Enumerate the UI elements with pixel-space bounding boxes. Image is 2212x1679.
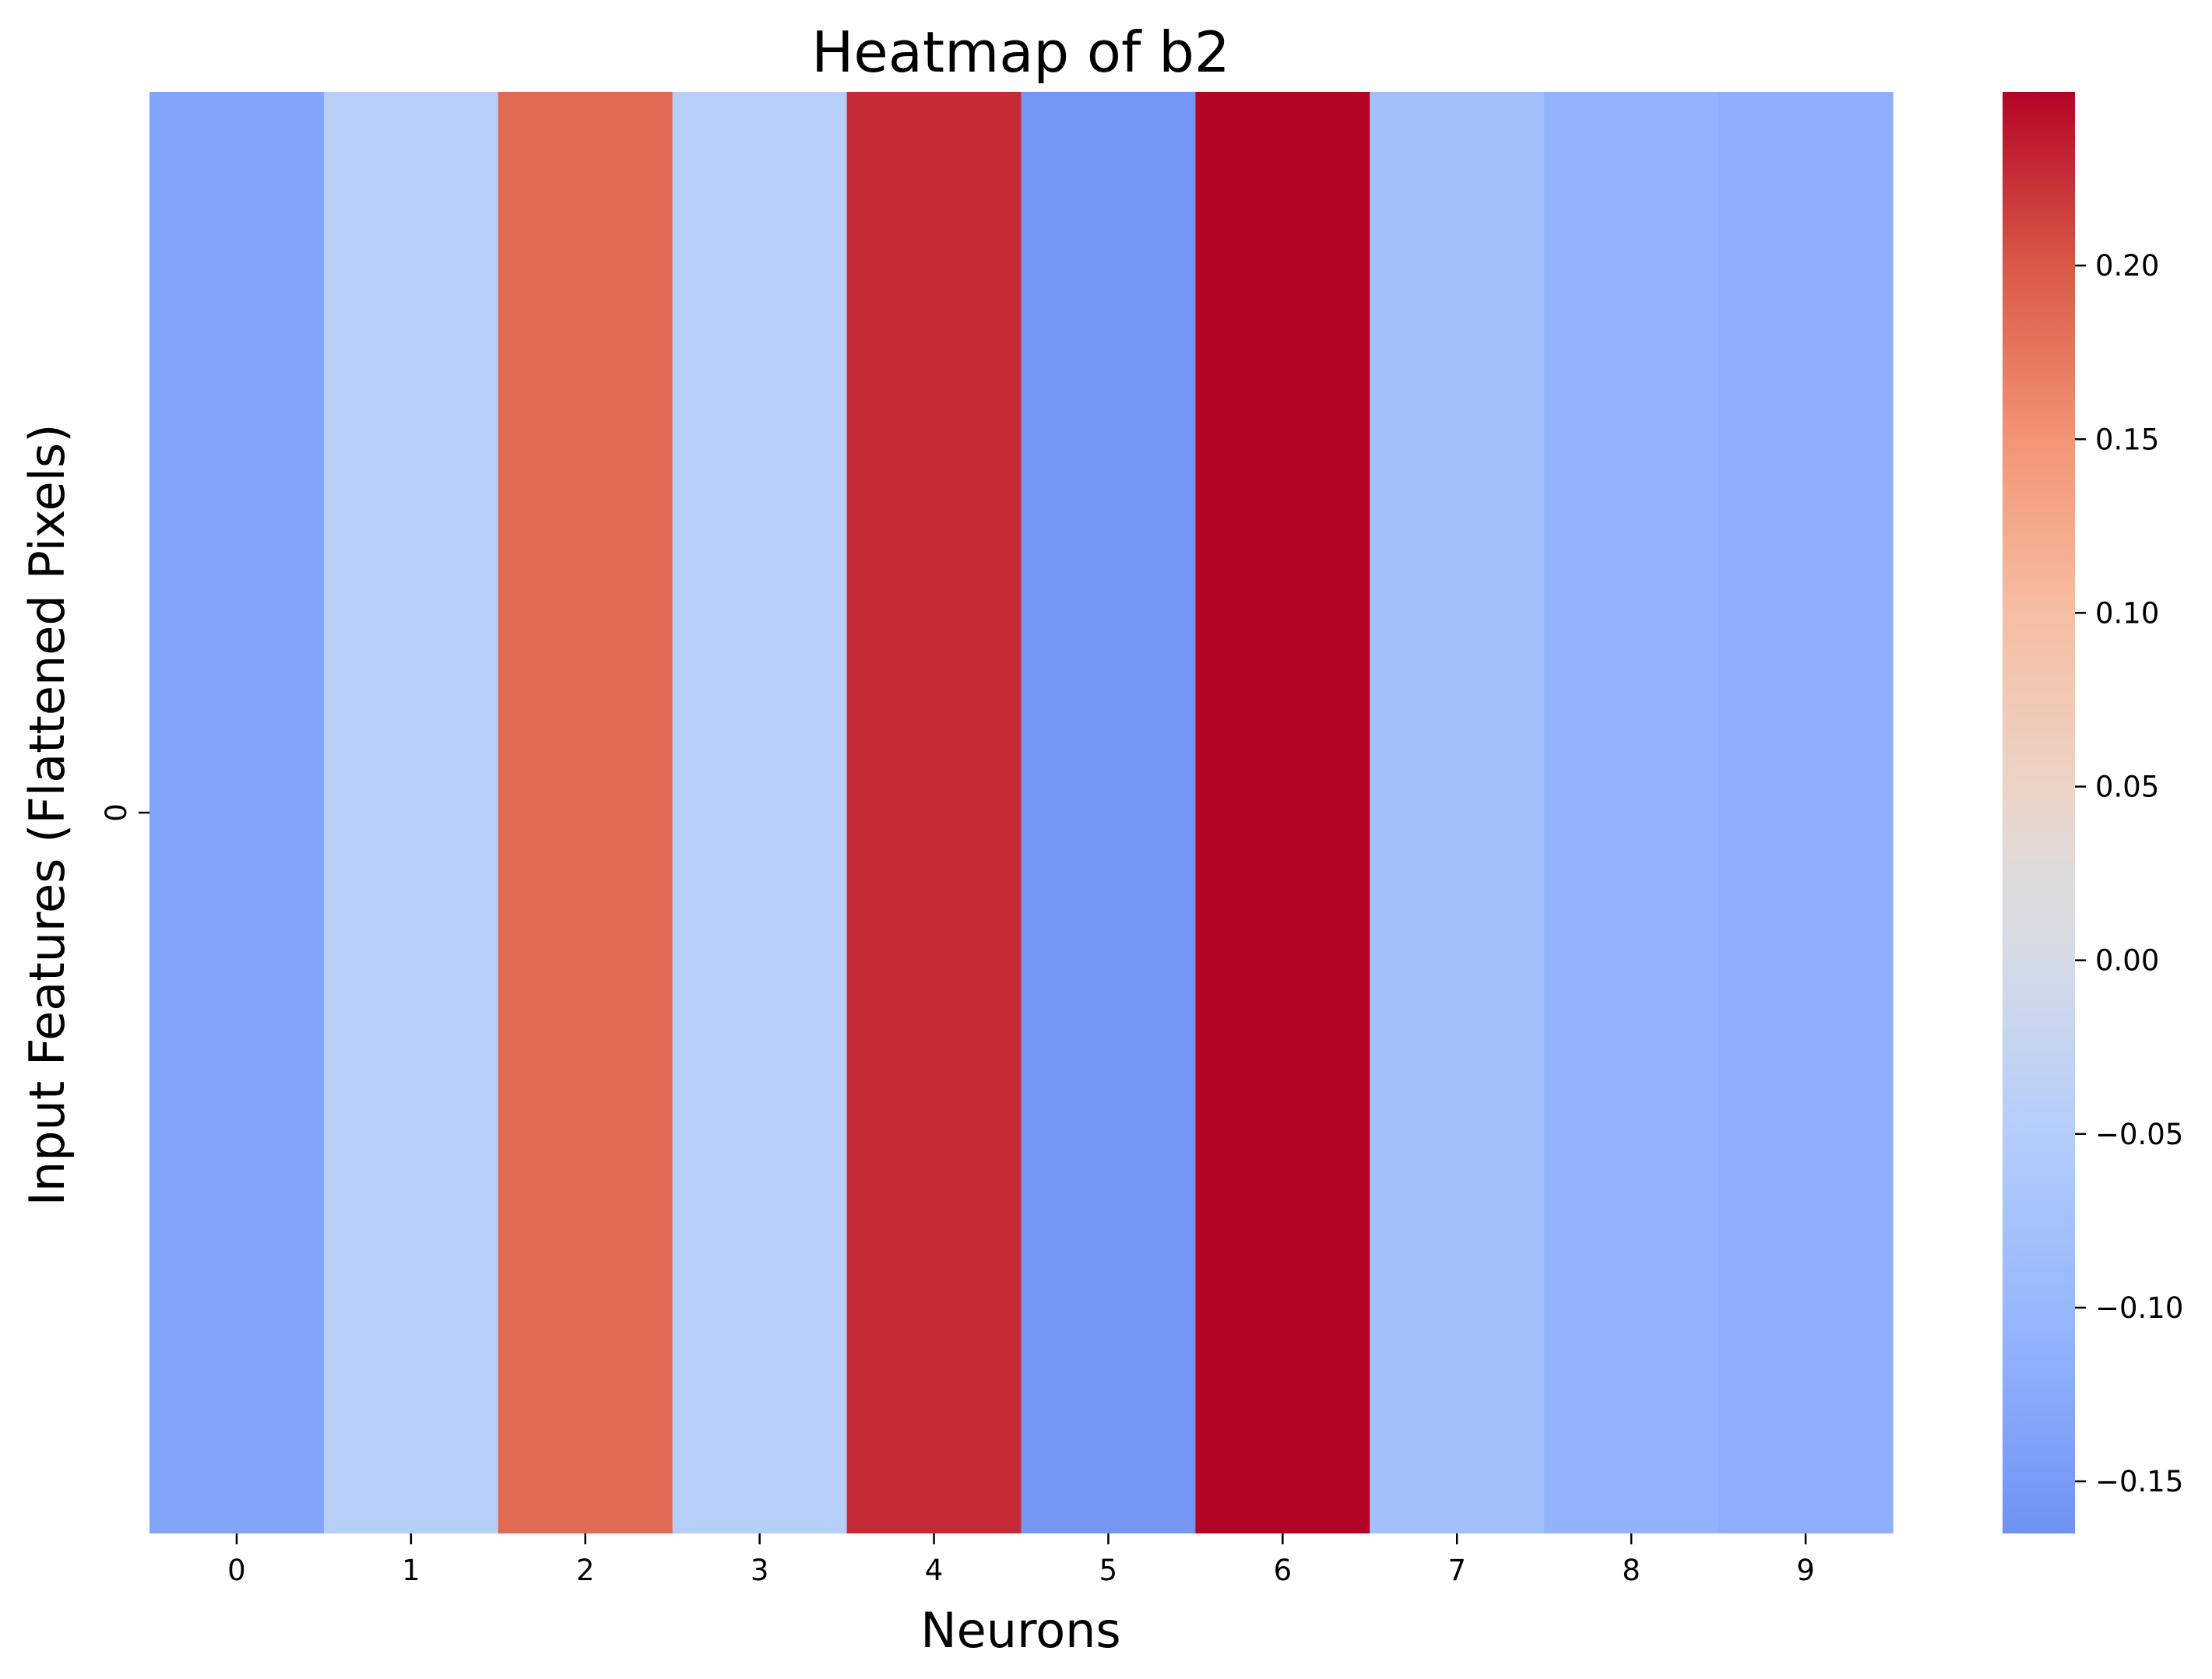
heatmap-cell <box>846 92 1022 1533</box>
y-axis-ticks: 0 <box>100 803 149 822</box>
x-tick-label: 1 <box>402 1554 420 1587</box>
x-tick-label: 2 <box>576 1554 595 1587</box>
x-tick-label: 5 <box>1099 1554 1118 1587</box>
heatmap-cell <box>498 92 673 1533</box>
colorbar-ticks: 0.20 0.15 0.10 0.05 0.00 −0.05 −0.10 −0.15 <box>2075 249 2183 1498</box>
x-axis-label: Neurons <box>920 1602 1120 1659</box>
heatmap-cell <box>1021 92 1196 1533</box>
chart-title: Heatmap of b2 <box>811 19 1229 85</box>
heatmap-cell <box>672 92 848 1533</box>
colorbar-tick-label: −0.05 <box>2095 1118 2183 1151</box>
heatmap-cells <box>149 92 1894 1533</box>
colorbar <box>2003 92 2075 1533</box>
colorbar-tick-label: 0.00 <box>2095 944 2159 978</box>
x-tick-label: 9 <box>1796 1554 1815 1587</box>
heatmap-cell <box>1370 92 1545 1533</box>
x-tick-label: 7 <box>1447 1554 1466 1587</box>
x-tick-label: 8 <box>1622 1554 1641 1587</box>
x-tick-label: 0 <box>227 1554 246 1587</box>
colorbar-tick-label: 0.20 <box>2095 249 2159 283</box>
x-tick-label: 3 <box>751 1554 769 1587</box>
heatmap-cell <box>1195 92 1370 1533</box>
colorbar-tick-label: 0.05 <box>2095 771 2159 804</box>
heatmap-cell <box>149 92 325 1533</box>
heatmap-cell <box>1718 92 1894 1533</box>
y-tick-label: 0 <box>100 803 133 822</box>
x-tick-label: 4 <box>925 1554 944 1587</box>
x-axis-ticks: 0 1 2 3 4 5 6 7 8 9 <box>227 1533 1815 1587</box>
heatmap-cell <box>323 92 499 1533</box>
x-tick-label: 6 <box>1274 1554 1292 1587</box>
colorbar-tick-label: 0.15 <box>2095 423 2159 456</box>
colorbar-tick-label: 0.10 <box>2095 596 2159 630</box>
y-axis-label: Input Features (Flattened Pixels) <box>19 424 76 1207</box>
colorbar-tick-label: −0.10 <box>2095 1291 2183 1325</box>
heatmap-cell <box>1544 92 1719 1533</box>
colorbar-tick-label: −0.15 <box>2095 1465 2183 1498</box>
